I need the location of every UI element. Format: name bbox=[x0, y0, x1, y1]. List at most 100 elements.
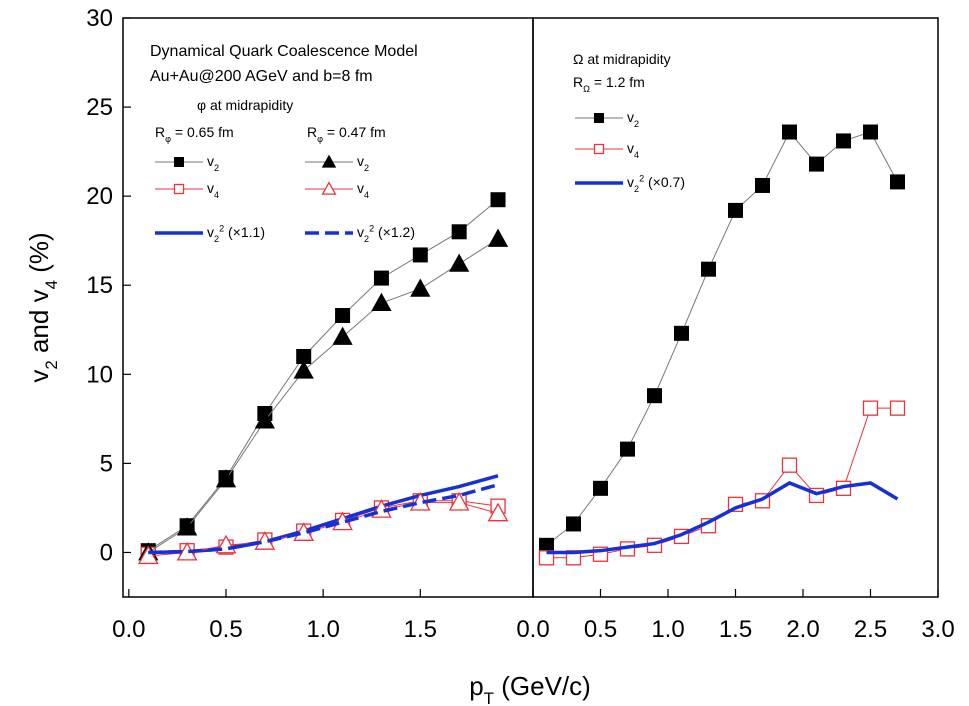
annotation-part: = 0.47 fm bbox=[323, 124, 386, 140]
marker bbox=[781, 457, 798, 473]
x-tick-label: 1.0 bbox=[306, 616, 339, 643]
legend-label-part: (×1.2) bbox=[374, 224, 415, 240]
marker bbox=[487, 502, 509, 522]
marker bbox=[254, 410, 275, 429]
annotation: Rφ = 0.47 fm bbox=[307, 124, 386, 144]
y-tick-label: 10 bbox=[86, 361, 113, 388]
legend-label-part: v bbox=[357, 224, 364, 240]
legend-label-part: 2 bbox=[214, 234, 219, 244]
legend-label-part: 2 bbox=[219, 223, 224, 233]
curve bbox=[546, 481, 899, 555]
marker bbox=[215, 469, 237, 488]
x-tick-label: 2.5 bbox=[854, 616, 887, 643]
marker bbox=[862, 400, 879, 416]
annotation-part: Ω at midrapidity bbox=[573, 51, 671, 67]
y-axis-label-part: v bbox=[24, 370, 54, 383]
marker bbox=[335, 308, 351, 324]
legend-label: v22 (×0.7) bbox=[627, 173, 685, 194]
legend-label-part: 2 bbox=[634, 184, 639, 194]
marker bbox=[593, 480, 608, 496]
marker bbox=[890, 174, 905, 190]
annotation-part: Au+Au@200 AGeV and b=8 fm bbox=[150, 68, 373, 85]
x-axis-label-part: p bbox=[469, 671, 483, 701]
marker bbox=[448, 491, 470, 511]
connector bbox=[147, 238, 499, 553]
annotation-part: = 0.65 fm bbox=[171, 124, 234, 140]
legend-marker bbox=[321, 181, 337, 195]
marker bbox=[674, 325, 689, 341]
legend-marker bbox=[174, 157, 184, 167]
legend-label-part: 2 bbox=[634, 119, 639, 129]
x-axis-label-part: (GeV/c) bbox=[494, 671, 591, 701]
legend-label-part: 2 bbox=[364, 163, 369, 173]
annotation-part: φ at midrapidity bbox=[197, 97, 293, 113]
y-tick-label: 20 bbox=[86, 183, 113, 210]
marker bbox=[332, 326, 353, 345]
y-tick-label: 25 bbox=[86, 94, 113, 121]
y-axis-label: v2 and v4 (%) bbox=[24, 232, 61, 382]
marker bbox=[293, 360, 314, 379]
legend-label-part: v bbox=[207, 180, 214, 196]
annotation: RΩ = 1.2 fm bbox=[573, 74, 645, 94]
legend-marker bbox=[173, 183, 185, 195]
annotation-part: φ bbox=[317, 134, 323, 144]
marker bbox=[487, 228, 509, 247]
legend-label: v4 bbox=[207, 180, 219, 200]
legend-label-part: 2 bbox=[639, 173, 644, 183]
marker bbox=[566, 516, 581, 532]
y-axis-label-part: 4 bbox=[42, 280, 61, 289]
legend-label-part: 2 bbox=[364, 234, 369, 244]
marker bbox=[836, 133, 851, 149]
y-axis-label-part: (%) bbox=[24, 232, 54, 280]
annotation-part: R bbox=[307, 124, 317, 140]
legend-label-part: (×0.7) bbox=[644, 174, 685, 190]
x-tick-label: 1.0 bbox=[651, 616, 684, 643]
legend-label-part: 2 bbox=[214, 163, 219, 173]
x-tick-label: 2.0 bbox=[786, 616, 819, 643]
annotation: Ω at midrapidity bbox=[573, 51, 671, 67]
marker bbox=[863, 124, 878, 140]
marker bbox=[728, 202, 743, 218]
x-tick-label: 1.5 bbox=[719, 616, 752, 643]
marker bbox=[490, 192, 506, 208]
plot-frame bbox=[122, 17, 534, 598]
y-axis-label-part: 2 bbox=[42, 360, 61, 369]
marker bbox=[137, 545, 159, 565]
legend-label-part: v bbox=[357, 180, 364, 196]
x-tick-label: 3.0 bbox=[921, 616, 954, 643]
x-tick-label: 0.5 bbox=[584, 616, 617, 643]
legend-label-part: 4 bbox=[364, 190, 369, 200]
marker bbox=[412, 247, 428, 263]
annotation: Dynamical Quark Coalescence Model bbox=[150, 43, 418, 60]
y-tick-label: 5 bbox=[100, 450, 113, 477]
x-axis-label: pT (GeV/c) bbox=[469, 671, 591, 706]
y-tick-label: 15 bbox=[86, 272, 113, 299]
legend-marker bbox=[594, 113, 604, 123]
legend-label-part: (×1.1) bbox=[224, 224, 265, 240]
curve bbox=[148, 483, 499, 555]
legend-label: v2 bbox=[357, 153, 369, 173]
legend-label: v22 (×1.1) bbox=[207, 223, 265, 244]
legend-label: v2 bbox=[627, 109, 639, 129]
legend-label: v2 bbox=[207, 153, 219, 173]
annotation-part: Ω bbox=[583, 84, 590, 94]
marker bbox=[371, 292, 392, 311]
marker bbox=[809, 156, 824, 172]
legend-marker bbox=[321, 154, 337, 168]
annotation-part: R bbox=[155, 124, 165, 140]
y-axis-label-part: and v bbox=[24, 289, 54, 360]
marker bbox=[647, 388, 662, 404]
legend-label-part: v bbox=[627, 140, 634, 156]
legend-label-part: v bbox=[627, 109, 634, 125]
legend-label-part: v bbox=[207, 224, 214, 240]
y-tick-label: 30 bbox=[86, 5, 113, 32]
marker bbox=[755, 177, 770, 193]
annotation-part: R bbox=[573, 74, 583, 90]
annotation: Rφ = 0.65 fm bbox=[155, 124, 234, 144]
y-tick-label: 0 bbox=[100, 539, 113, 566]
annotation-part: Dynamical Quark Coalescence Model bbox=[150, 43, 418, 60]
x-axis-label-part: T bbox=[484, 689, 494, 706]
marker bbox=[451, 224, 467, 240]
